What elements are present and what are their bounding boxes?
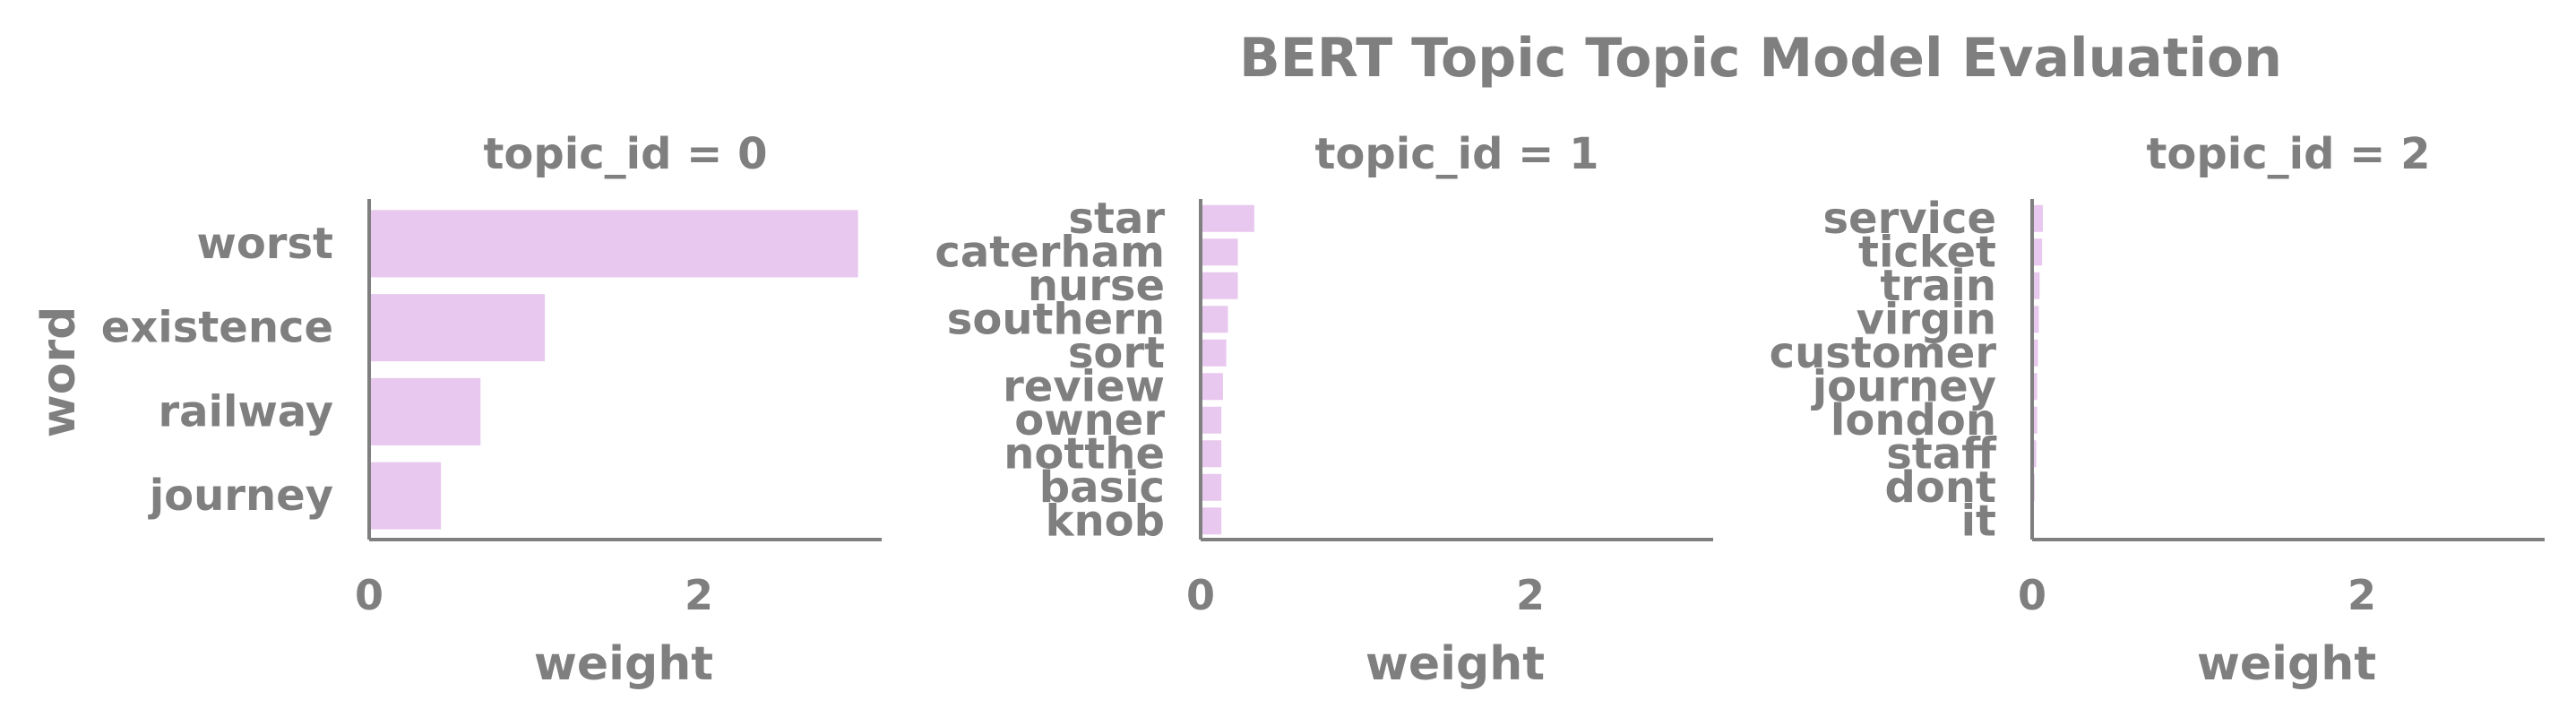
bar-journey [2033,373,2038,401]
bar-railway [370,377,481,445]
category-label: southern [947,294,1165,344]
facet-title: topic_id = 0 [483,129,767,179]
bar-knob [1202,507,1222,535]
x-tick-label: 2 [2348,571,2376,619]
bar-virgin [2033,306,2039,333]
category-label: railway [158,386,333,436]
category-label: owner [1014,395,1165,445]
category-label: basic [1039,462,1165,513]
facet-panel-1: topic_id = 1 starcaterhamnursesouthernsor… [935,129,1713,691]
x-tick-label: 0 [1186,571,1215,619]
x-tick-label: 2 [685,571,713,619]
category-label: ticket [1858,227,1996,277]
bar-caterham [1202,238,1238,266]
bar-southern [1202,306,1228,333]
category-label: nurse [1028,261,1165,311]
bar-london [2033,406,2038,434]
category-label: review [1003,361,1165,411]
bar-sort [1202,339,1227,367]
facet-title: topic_id = 1 [1314,129,1598,179]
x-axis-label: weight [2197,637,2376,691]
bar-customer [2033,339,2038,367]
category-label: caterham [935,227,1165,277]
category-label: customer [1770,328,1997,378]
bar-train [2033,272,2040,299]
facet-panel-2: topic_id = 2 servicetickettrainvirgincust… [1770,129,2545,691]
x-tick-label: 0 [355,571,383,619]
category-label: journey [148,471,333,521]
category-label: service [1822,194,1996,244]
x-axis-label: weight [1366,637,1545,691]
category-label: worst [196,219,333,269]
bar-review [1202,373,1223,401]
bar-basic [1202,473,1222,501]
category-label: sort [1068,328,1165,378]
category-label: it [1961,496,1996,546]
bar-nurse [1202,272,1238,299]
category-label: notthe [1004,428,1165,479]
category-label: journey [1811,361,1996,411]
category-label: train [1880,261,1996,311]
x-tick-label: 2 [1516,571,1545,619]
x-axis-label: weight [534,637,713,691]
category-label: virgin [1857,294,1996,344]
bar-star [1202,204,1254,232]
bar-staff [2033,440,2037,468]
facet-title: topic_id = 2 [2146,129,2430,179]
category-label: dont [1885,462,1996,513]
bar-journey [370,462,442,530]
facet-panel-0: topic_id = 0 worst existence railway journey… [101,129,882,691]
category-label: london [1831,395,1996,445]
bar-existence [370,294,546,362]
facet-panels: topic_id = 0 worst existence railway journey… [101,129,2545,691]
bar-ticket [2033,238,2043,266]
bar-owner [1202,406,1222,434]
bar-notthe [1202,440,1222,468]
category-label: existence [101,303,333,353]
bar-service [2033,204,2044,232]
category-label: staff [1886,428,1997,479]
category-label: knob [1046,496,1165,546]
chart-title: BERT Topic Topic Model Evaluation [1239,27,2282,90]
category-label: star [1068,194,1165,244]
y-axis-label: word [32,307,86,438]
bar-worst [370,210,858,278]
x-tick-label: 0 [2018,571,2046,619]
